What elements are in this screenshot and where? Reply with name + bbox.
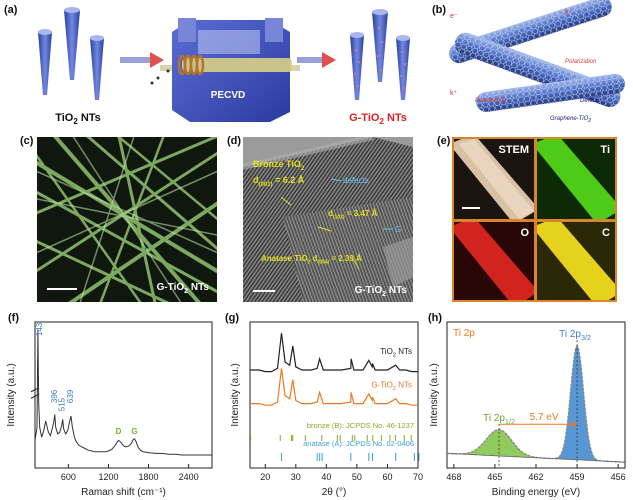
pristine-label: TiO2 NTs xyxy=(55,112,101,126)
sem-nanotube-fibers xyxy=(37,137,217,302)
eds-maps: STEM Ti O C xyxy=(452,137,617,302)
xps-chart: 468 465 462 459 456 Binding energy (eV) Intens… xyxy=(429,321,626,498)
xps-peak-fill-1 xyxy=(447,345,625,463)
xps-title: Ti 2p xyxy=(453,328,475,339)
charge-electron: e⁻ xyxy=(450,13,458,20)
sem-image: G-TiO2 NTs xyxy=(37,137,217,302)
raman-peak-label-5: G xyxy=(131,427,137,436)
xrd-x-tick-label-4: 60 xyxy=(382,472,392,482)
xrd-x-tick-label-0: 20 xyxy=(260,472,270,482)
map-label-o: O xyxy=(520,227,529,239)
graphene-tio2-label: Graphene-TiO2 xyxy=(550,116,591,124)
coated-label: G-TiO2 NTs xyxy=(349,112,407,126)
panel-e-letter: (e) xyxy=(437,135,451,147)
raman-x-tick-label-2: 1800 xyxy=(139,472,159,482)
raman-chart: 600 1200 1800 2400 Raman shift (cm⁻¹) Intensi… xyxy=(6,321,213,498)
xrd-series-line-0 xyxy=(250,333,418,373)
hrtem-caption: G-TiO2 NTs xyxy=(354,285,407,298)
xrd-y-axis-label: Intensity (a.u.) xyxy=(230,363,241,426)
xrd-series-line-1 xyxy=(250,368,418,406)
xrd-x-tick-label-2: 40 xyxy=(321,472,331,482)
raman-peak-label-0: 143 xyxy=(35,322,44,336)
bronze-label: Bronze TiO2 d(001) = 6.2 Å xyxy=(253,159,305,188)
d101-label: d(101) = 3.47 Å xyxy=(328,209,378,221)
map-c: C xyxy=(537,222,615,300)
pristine-nanotubes xyxy=(38,7,104,100)
o-map-fill xyxy=(454,222,534,300)
raman-peak-label-2: 515 xyxy=(58,397,67,411)
xps-x-tick-label-2: 462 xyxy=(528,472,543,482)
ti-map-fill xyxy=(537,139,615,219)
xps-peak-label-0: Ti 2p1/2 xyxy=(483,413,515,426)
raman-x-tick-label-0: 600 xyxy=(61,472,76,482)
xps-split-arrowhead xyxy=(572,421,578,428)
polarization-label-1: Polarization xyxy=(565,59,597,65)
panel-b-schematic: e⁻ k⁺ k⁺ Polarization Polarization Defec… xyxy=(449,0,625,124)
xps-y-axis-label: Intensity (a.u.) xyxy=(429,363,440,426)
xrd-x-axis-label: 2θ (°) xyxy=(322,487,347,498)
xps-peak-label-1: Ti 2p3/2 xyxy=(559,329,591,342)
xrd-label-tio2: TiO2 NTs xyxy=(380,347,412,358)
stem-scale-bar xyxy=(462,207,480,209)
charge-positive-2: k⁺ xyxy=(565,9,573,16)
xps-x-axis-label: Binding energy (eV) xyxy=(492,487,580,498)
xps-baseline xyxy=(447,453,625,463)
pecvd-label: PECVD xyxy=(211,90,245,101)
xrd-x-tick-label-3: 50 xyxy=(352,472,362,482)
map-label-stem: STEM xyxy=(498,144,529,156)
xrd-chart: 20 30 40 50 60 70 2θ (°) Intensity (a.u.) TiO2 N… xyxy=(230,321,423,498)
raman-series-line xyxy=(34,330,212,456)
panel-d-letter: (d) xyxy=(227,135,242,147)
hrtem-scale-bar xyxy=(253,290,275,292)
hrtem-image: Bronze TiO2 d(001) = 6.2 Å defects d(101… xyxy=(243,137,413,302)
c-map-fill xyxy=(537,222,615,300)
map-o: O xyxy=(454,222,534,300)
pecvd-chamber xyxy=(150,18,300,122)
raman-x-tick-label-3: 2400 xyxy=(179,472,199,482)
charge-positive-1: k⁺ xyxy=(450,90,458,97)
raman-x-axis-label: Raman shift (cm⁻¹) xyxy=(81,487,166,498)
xps-x-tick-label-3: 459 xyxy=(570,472,585,482)
raman-x-tick-label-1: 1200 xyxy=(98,472,118,482)
panel-a-schematic: PECVD TiO2 NTs G-TiO2 NTs xyxy=(38,7,410,126)
panel-b-letter: (b) xyxy=(432,4,447,16)
xps-x-tick-label-1: 465 xyxy=(487,472,502,482)
xps-split-label: 5.7 eV xyxy=(530,412,559,423)
panel-a-letter: (a) xyxy=(4,4,18,16)
xrd-label-gtio2: G-TiO2 NTs xyxy=(371,381,412,392)
defect-label: Defect xyxy=(580,98,598,104)
polarization-label-2: Polarization xyxy=(475,98,507,104)
panel-g-letter: (g) xyxy=(225,312,240,324)
raman-y-axis-label: Intensity (a.u.) xyxy=(6,363,17,426)
panel-f-letter: (f) xyxy=(8,312,19,324)
panel-c-letter: (c) xyxy=(20,135,34,147)
graphene-coated-nanotubes xyxy=(350,9,410,100)
hrtem-lattice xyxy=(243,137,413,302)
panel-h-letter: (h) xyxy=(428,312,443,324)
xrd-reference-label-1: anatase (A): JCPDS No. 02-0406 xyxy=(303,439,414,448)
xps-peak-fill-0 xyxy=(447,429,625,463)
xps-x-tick-label-0: 468 xyxy=(446,472,461,482)
xps-x-tick-label-4: 456 xyxy=(611,472,626,482)
raman-peak-label-1: 396 xyxy=(50,389,59,403)
map-stem: STEM xyxy=(454,139,534,219)
xrd-reference-label-0: bronze (B): JCPDS No. 46-1237 xyxy=(307,421,414,430)
map-label-ti: Ti xyxy=(600,144,610,156)
anatase-label: Anatase TiO2 d(004) = 2.39 Å xyxy=(261,254,362,266)
xrd-x-tick-label-5: 70 xyxy=(413,472,423,482)
raman-peak-label-4: D xyxy=(116,427,122,436)
defects-label: defects xyxy=(343,176,369,185)
g-label: G xyxy=(395,225,402,234)
xrd-plot-frame xyxy=(249,321,419,469)
map-label-c: C xyxy=(602,227,610,239)
xrd-x-tick-label-1: 30 xyxy=(291,472,301,482)
hrtem-annotations xyxy=(280,178,393,270)
raman-peak-label-3: 639 xyxy=(66,389,75,403)
map-ti: Ti xyxy=(537,139,615,219)
raman-plot-frame xyxy=(34,321,213,469)
sem-scale-bar xyxy=(47,288,77,290)
sem-caption: G-TiO2 NTs xyxy=(156,282,209,295)
xps-plot-frame xyxy=(446,321,626,469)
stem-image-fill xyxy=(454,139,534,219)
